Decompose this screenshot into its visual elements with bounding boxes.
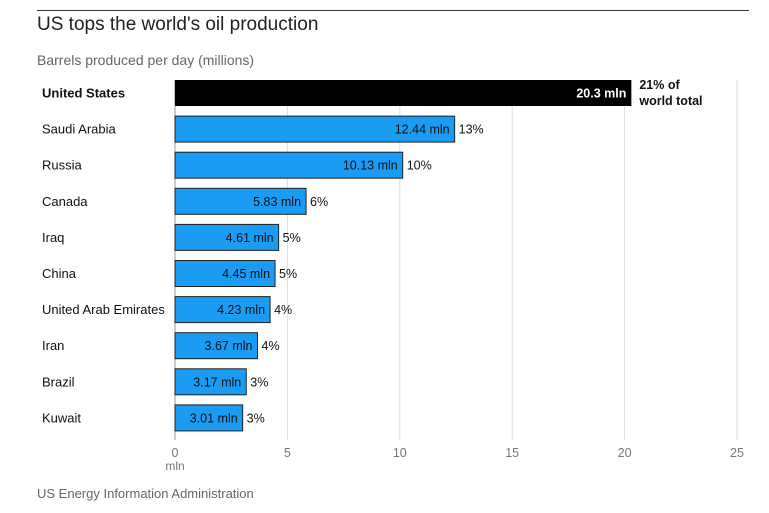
value-label-2: 10.13 mln <box>343 159 398 173</box>
category-label-2: Russia <box>42 158 83 173</box>
share-label-1: 13% <box>459 123 484 137</box>
share-label-6: 4% <box>274 303 292 317</box>
share-label-8: 3% <box>250 375 268 389</box>
x-tick-label-0: 0 <box>172 446 179 460</box>
category-label-6: United Arab Emirates <box>42 302 165 317</box>
chart-subtitle: Barrels produced per day (millions) <box>37 52 255 68</box>
category-label-4: Iraq <box>42 230 64 245</box>
share-label-0-line-1: world total <box>638 94 702 108</box>
value-label-6: 4.23 mln <box>217 303 265 317</box>
share-label-0-line-0: 21% of <box>639 78 680 92</box>
x-tick-label-10: 10 <box>393 446 407 460</box>
value-label-1: 12.44 mln <box>395 123 450 137</box>
bar-9 <box>174 404 244 432</box>
bar-6 <box>174 296 271 324</box>
x-tick-label-20: 20 <box>618 446 632 460</box>
share-label-9: 3% <box>247 411 265 425</box>
category-label-7: Iran <box>42 338 64 353</box>
top-rule <box>37 10 749 11</box>
value-label-0: 20.3 mln <box>576 87 626 101</box>
x-tick-label-15: 15 <box>505 446 519 460</box>
bar-2 <box>174 151 404 179</box>
share-label-4: 5% <box>283 231 301 245</box>
bar-4 <box>174 223 280 251</box>
value-label-9: 3.01 mln <box>190 411 238 425</box>
category-label-9: Kuwait <box>42 410 81 425</box>
bar-8 <box>174 368 247 396</box>
value-label-3: 5.83 mln <box>253 195 301 209</box>
value-label-7: 3.67 mln <box>205 339 253 353</box>
share-label-5: 5% <box>279 267 297 281</box>
share-label-2: 10% <box>407 159 432 173</box>
value-label-4: 4.61 mln <box>226 231 274 245</box>
x-tick-label-25: 25 <box>730 446 744 460</box>
share-label-3: 6% <box>310 195 328 209</box>
category-label-3: Canada <box>42 194 88 209</box>
source-note: US Energy Information Administration <box>37 486 254 501</box>
bar-7 <box>174 332 259 360</box>
category-label-8: Brazil <box>42 374 75 389</box>
value-label-8: 3.17 mln <box>193 375 241 389</box>
x-axis-unit-label: mln <box>165 459 184 473</box>
share-label-7: 4% <box>262 339 280 353</box>
chart-title: US tops the world's oil production <box>37 14 319 35</box>
value-label-5: 4.45 mln <box>222 267 270 281</box>
bar-0 <box>175 80 632 106</box>
category-label-5: China <box>42 266 77 281</box>
category-label-0: United States <box>42 86 125 101</box>
bar-chart: 0 5 10 15 20 25 mln United States 20.3 mln 21% of… <box>42 78 744 473</box>
bar-1 <box>174 115 456 143</box>
bar-3 <box>174 187 307 215</box>
category-label-1: Saudi Arabia <box>42 122 116 137</box>
x-tick-label-5: 5 <box>284 446 291 460</box>
bar-5 <box>174 260 276 287</box>
